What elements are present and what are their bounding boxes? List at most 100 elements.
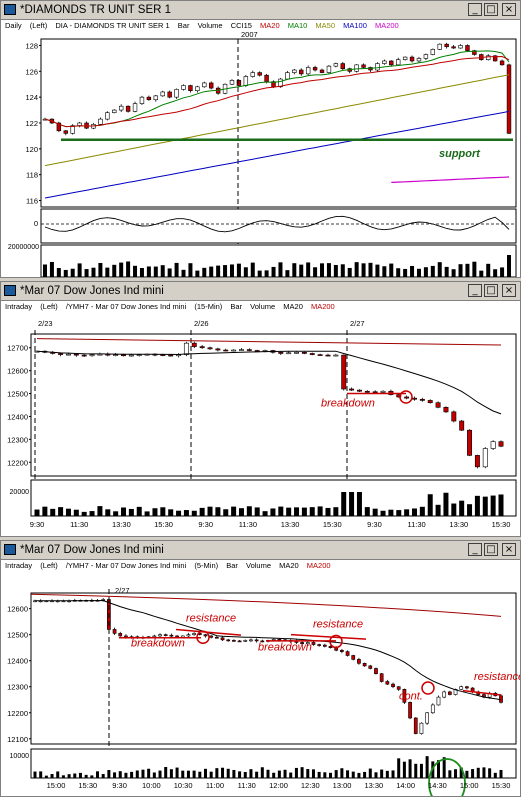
volume-bar	[84, 269, 89, 277]
minimize-button[interactable]: _	[468, 543, 482, 556]
legend-item-ma200: MA200	[310, 302, 335, 311]
candle-body	[322, 644, 327, 647]
volume-bar	[44, 775, 48, 778]
ma20-line	[35, 599, 502, 701]
volume-bar	[232, 769, 236, 778]
candle-body	[174, 89, 179, 98]
price-tick-label: 12300	[7, 683, 28, 692]
volume-bar	[311, 769, 315, 778]
volume-bar	[56, 771, 60, 778]
volume-bar	[317, 771, 321, 778]
candle-body	[294, 352, 299, 354]
legend-item: Daily	[5, 21, 22, 30]
x-tick-label: 12:00	[269, 781, 288, 790]
maximize-button[interactable]: □	[484, 543, 498, 556]
title-bar[interactable]: *Mar 07 Dow Jones Ind mini _ □ ×	[1, 541, 520, 560]
session-date-label: 2/27	[350, 319, 365, 328]
volume-bar	[416, 268, 421, 277]
candle-body	[396, 394, 402, 398]
legend-item: /YMH7 - Mar 07 Dow Jones Ind mini	[65, 302, 187, 311]
title-bar[interactable]: *Mar 07 Dow Jones Ind mini _ □ ×	[1, 282, 520, 301]
chart-legend: Intraday (Left) /YMH7 - Mar 07 Dow Jones…	[5, 302, 341, 311]
volume-bar	[56, 268, 61, 277]
candle-body	[357, 659, 361, 664]
volume-bar	[246, 506, 252, 516]
cont-circle	[421, 681, 435, 695]
volume-scale-label: 20000000	[8, 244, 39, 251]
volume-bar	[340, 768, 344, 778]
close-button[interactable]: ×	[502, 284, 516, 297]
maximize-button[interactable]: □	[484, 284, 498, 297]
intraday-15min-chart[interactable]: 12700 12600 12500 12400 12300 12200 2/23 2/26 2/…	[1, 300, 520, 536]
candle-body	[427, 400, 433, 404]
volume-bar	[448, 770, 452, 778]
year-label: 2007	[241, 30, 258, 39]
candle-body	[465, 686, 469, 689]
volume-bar	[326, 263, 331, 277]
daily-price-chart[interactable]: 128 126 124 122 120 118 116 2007 support 0 2000000…	[1, 19, 520, 277]
volume-bar	[458, 264, 463, 277]
volume-bar	[380, 510, 386, 516]
legend-item: /YMH7 - Mar 07 Dow Jones Ind mini	[65, 561, 187, 570]
candle-body	[451, 46, 456, 49]
minimize-button[interactable]: _	[468, 3, 482, 16]
volume-bar	[266, 769, 270, 778]
volume-bar	[408, 759, 412, 778]
resistance-label: resistance	[313, 619, 363, 631]
volume-bar	[243, 267, 248, 277]
volume-bar	[264, 270, 269, 277]
candle-body	[341, 354, 347, 390]
x-tick-label: 9:30	[112, 781, 127, 790]
candle-body	[354, 64, 359, 72]
candle-body	[246, 349, 252, 351]
price-tick-label: 12700	[7, 344, 28, 353]
candle-body	[209, 635, 214, 638]
candle-body	[70, 125, 75, 134]
volume-bar	[323, 772, 327, 778]
candle-body	[404, 396, 410, 399]
maximize-button[interactable]: □	[484, 3, 498, 16]
volume-bar	[414, 763, 418, 778]
volume-bar	[467, 504, 473, 516]
volume-bar	[493, 269, 498, 277]
price-tick-label: 12600	[7, 367, 28, 376]
price-tick-label: 12500	[7, 631, 28, 640]
minimize-button[interactable]: _	[468, 284, 482, 297]
breakdown-label: breakdown	[258, 641, 312, 653]
x-tick-label: 10:30	[174, 781, 193, 790]
session-date-label: 2/26	[194, 319, 209, 328]
volume-bar	[368, 768, 372, 778]
volume-bar	[479, 270, 484, 277]
legend-item: DIA - DIAMONDS TR UNIT SER 1	[55, 21, 170, 30]
candle-body	[118, 105, 124, 111]
volume-bar	[278, 506, 284, 516]
close-button[interactable]: ×	[502, 3, 516, 16]
volume-bar	[254, 507, 260, 516]
volume-bar	[238, 508, 244, 516]
candle-body	[105, 112, 110, 120]
volume-bar	[340, 264, 345, 277]
volume-bar	[436, 760, 440, 778]
candle-body	[299, 69, 304, 75]
candle-body	[416, 58, 422, 62]
volume-bar	[105, 509, 111, 516]
breakdown-circle	[329, 634, 343, 649]
volume-bar	[73, 509, 79, 516]
close-button[interactable]: ×	[502, 543, 516, 556]
volume-bar	[488, 768, 492, 778]
candle-body	[229, 80, 235, 85]
price-tick-label: 12400	[7, 412, 28, 421]
volume-bar	[236, 263, 241, 277]
volume-bar	[73, 773, 77, 778]
volume-bar	[58, 507, 64, 516]
ma200-line	[391, 176, 510, 183]
x-tick-label: 15:00	[47, 781, 66, 790]
volume-bar	[425, 756, 429, 778]
volume-bar	[43, 264, 47, 277]
title-bar[interactable]: *DIAMONDS TR UNIT SER 1 _ □ ×	[1, 1, 520, 20]
price-panel-frame	[40, 38, 517, 208]
x-tick-label: 11:00	[206, 781, 224, 790]
legend-item: Bar	[230, 302, 243, 311]
volume-bar	[374, 772, 378, 778]
intraday-5min-chart[interactable]: 12600 12500 12400 12300 12200 12100 2/27 resist…	[1, 559, 520, 796]
